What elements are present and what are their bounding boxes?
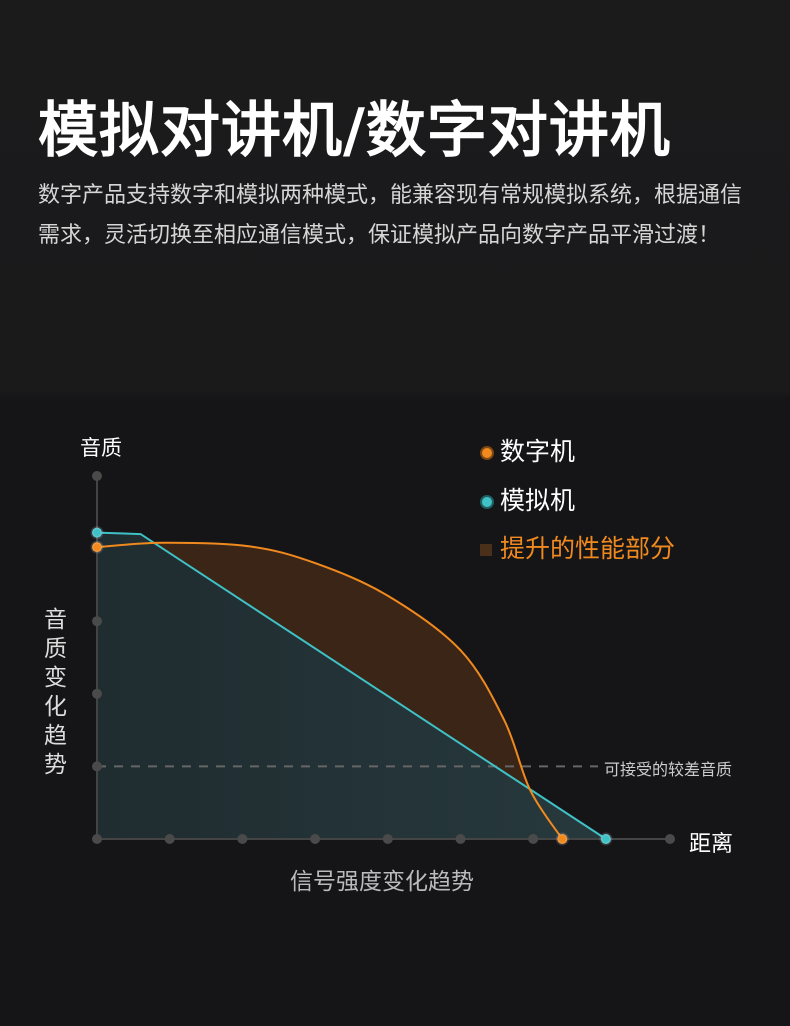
legend-label: 模拟机 (500, 486, 576, 515)
x-tick (528, 834, 539, 844)
legend-analog: 模拟机 (480, 481, 575, 517)
analog-line (96, 531, 607, 840)
legend-label: 数字机 (500, 437, 576, 466)
y-axis-top-label: 音质 (80, 436, 122, 460)
analog-area (97, 532, 606, 839)
y-tick (92, 761, 102, 772)
series-endpoint (90, 540, 104, 554)
y-tick (92, 834, 102, 844)
description: 数字产品支持数字和模拟两种模式，能兼容现有常规模拟系统，根据通信需求，灵活切换至… (38, 183, 743, 248)
y-tick (92, 471, 102, 481)
series-endpoint (555, 832, 569, 846)
threshold-label: 可接受的较差音质 (604, 760, 733, 779)
x-tick (310, 834, 321, 844)
page-title: 模拟对讲机/数字对讲机 (38, 96, 671, 166)
orange-dot-icon (480, 446, 494, 460)
brown-square-icon (480, 544, 492, 556)
series-endpoint (599, 832, 613, 846)
x-tick (164, 834, 175, 844)
x-tick (665, 834, 675, 844)
y-axis-side-label: 音质变化趋势 (44, 607, 67, 778)
y-tick (92, 616, 102, 627)
legend-label: 提升的性能部分 (500, 534, 676, 563)
x-tick (237, 834, 248, 844)
digital-line (96, 541, 564, 840)
series-endpoint (90, 526, 104, 540)
x-tick (382, 834, 393, 844)
x-tick (455, 834, 466, 844)
x-axis-label: 信号强度变化趋势 (290, 869, 474, 895)
legend-digital: 数字机 (480, 432, 575, 468)
x-axis-end-label: 距离 (689, 832, 734, 857)
legend-highlight: 提升的性能部分 (480, 529, 675, 565)
y-tick (92, 688, 102, 699)
teal-dot-icon (480, 495, 494, 509)
